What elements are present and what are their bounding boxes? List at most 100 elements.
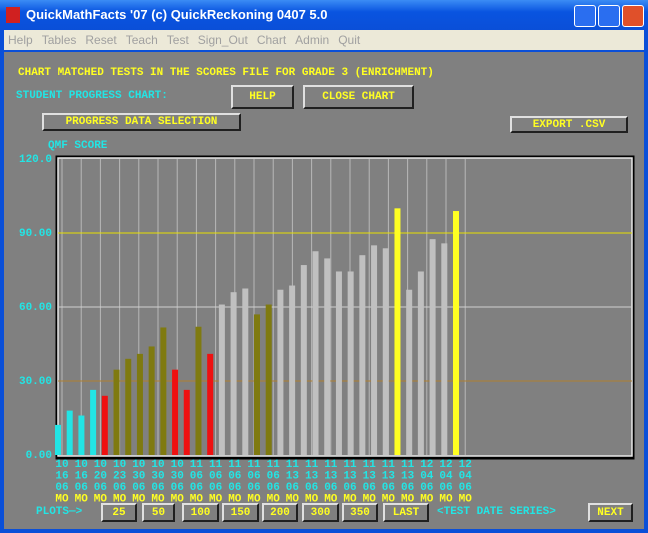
x-tick-label: MO	[55, 493, 69, 505]
bar	[90, 389, 97, 455]
x-tick-label: MO	[286, 493, 300, 505]
y-axis-title: QMF SCORE	[48, 140, 108, 152]
x-tick-label: 10	[132, 459, 145, 471]
menu-bar: Help Tables Reset Teach Test Sign_Out Chart Adm…	[4, 30, 644, 50]
bar	[265, 304, 272, 455]
x-tick-label: 06	[267, 470, 280, 482]
x-tick-label: 06	[209, 470, 222, 482]
menu-item[interactable]: Help	[8, 33, 33, 47]
selection-button[interactable]: PROGRESS DATA SELECTION	[42, 113, 241, 131]
bar	[289, 285, 296, 455]
menu-item[interactable]: Chart	[256, 33, 287, 47]
x-tick-label: 06	[75, 482, 88, 494]
y-tick-label: 60.00	[19, 302, 52, 314]
bar	[195, 326, 202, 455]
x-tick-label: MO	[324, 493, 338, 505]
x-tick-label: 06	[209, 482, 222, 494]
menu-item[interactable]: Reset	[85, 33, 117, 47]
x-tick-label: 30	[151, 470, 164, 482]
bar	[324, 258, 331, 455]
x-tick-label: 06	[132, 482, 145, 494]
x-tick-label: MO	[228, 493, 242, 505]
x-tick-label: 06	[267, 482, 280, 494]
help-button[interactable]: HELP	[231, 85, 294, 109]
x-tick-label: 30	[171, 470, 184, 482]
window-title: QuickMathFacts '07 (c) QuickReckoning 04…	[26, 7, 328, 22]
x-tick-label: 11	[209, 459, 223, 471]
x-tick-label: 06	[439, 482, 452, 494]
heading: CHART MATCHED TESTS IN THE SCORES FILE F…	[18, 67, 434, 79]
plots-label: PLOTS—>	[36, 506, 83, 518]
bar	[148, 346, 155, 455]
bar	[394, 208, 401, 455]
menu-item[interactable]: Teach	[125, 33, 158, 47]
plots-button[interactable]: 200	[262, 503, 298, 522]
maximize-button[interactable]	[598, 5, 620, 27]
export-button[interactable]: EXPORT .CSV	[510, 116, 628, 133]
plots-button[interactable]: 150	[222, 503, 259, 522]
x-tick-label: 11	[228, 459, 242, 471]
x-tick-label: 11	[363, 459, 377, 471]
menu-item[interactable]: Test	[166, 33, 189, 47]
plots-button[interactable]: 25	[101, 503, 137, 522]
x-tick-label: 10	[151, 459, 164, 471]
x-tick-label: 13	[343, 470, 357, 482]
plots-button[interactable]: 50	[142, 503, 175, 522]
menu-item[interactable]: Quit	[338, 33, 361, 47]
title-bar: QuickMathFacts '07 (c) QuickReckoning 04…	[0, 0, 648, 30]
x-tick-label: MO	[113, 493, 127, 505]
x-tick-label: 06	[363, 482, 376, 494]
x-tick-label: 13	[382, 470, 396, 482]
x-tick-label: 06	[286, 482, 299, 494]
plots-button[interactable]: 350	[342, 503, 378, 522]
menu-item[interactable]: Sign_Out	[197, 33, 248, 47]
x-tick-label: 16	[55, 470, 68, 482]
bar	[78, 415, 85, 455]
x-tick-label: 10	[94, 459, 107, 471]
bar	[441, 243, 448, 455]
x-tick-label: 06	[113, 482, 126, 494]
x-tick-label: 23	[113, 470, 127, 482]
bar	[429, 239, 436, 455]
last-button[interactable]: LAST	[383, 503, 429, 522]
x-tick-label: 11	[286, 459, 300, 471]
bar	[359, 255, 366, 455]
x-tick-label: 13	[363, 470, 377, 482]
next-button[interactable]: NEXT	[588, 503, 633, 522]
menu-item[interactable]: Admin	[295, 33, 330, 47]
bar	[55, 424, 61, 455]
x-tick-label: 13	[305, 470, 319, 482]
bar	[312, 251, 319, 455]
x-tick-label: 11	[401, 459, 415, 471]
bar	[125, 358, 132, 455]
bar	[300, 265, 307, 455]
x-tick-label: 06	[228, 482, 241, 494]
close-chart-button[interactable]: CLOSE CHART	[303, 85, 414, 109]
x-tick-label: 10	[171, 459, 184, 471]
bar	[347, 271, 354, 455]
x-tick-label: MO	[420, 493, 434, 505]
bar	[160, 327, 167, 455]
x-tick-label: 06	[55, 482, 68, 494]
x-tick-label: 06	[382, 482, 395, 494]
x-tick-label: MO	[439, 493, 453, 505]
minimize-button[interactable]	[574, 5, 596, 27]
close-button[interactable]	[622, 5, 644, 27]
bar	[230, 292, 237, 455]
plots-button[interactable]: 300	[302, 503, 339, 522]
app-icon	[6, 7, 20, 23]
plots-button[interactable]: 100	[182, 503, 219, 522]
x-tick-label: 06	[305, 482, 318, 494]
x-tick-label: 11	[305, 459, 319, 471]
x-tick-label: 30	[132, 470, 145, 482]
x-tick-label: 06	[94, 482, 107, 494]
bar	[183, 389, 190, 455]
menu-item[interactable]: Tables	[41, 33, 77, 47]
x-tick-label: MO	[132, 493, 146, 505]
x-tick-label: 06	[247, 470, 260, 482]
x-tick-label: MO	[247, 493, 261, 505]
x-tick-label: 13	[286, 470, 300, 482]
x-tick-label: 04	[459, 470, 473, 482]
